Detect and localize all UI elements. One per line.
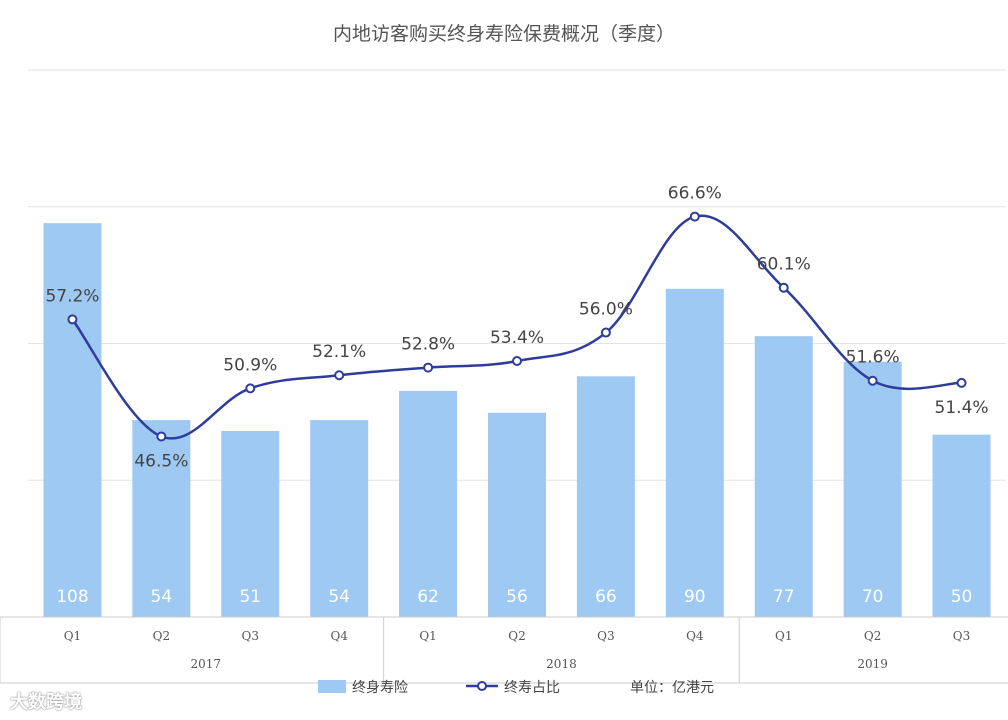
line-point [778, 282, 789, 293]
line-value-label: 60.1% [757, 255, 811, 275]
quarter-tick-label: Q3 [242, 629, 259, 643]
bar-series [43, 223, 991, 617]
line-value-label: 52.1% [312, 342, 366, 362]
legend-bar-label: 终身寿险 [352, 679, 408, 696]
bar [399, 390, 458, 617]
line-value-label: 57.2% [45, 286, 99, 306]
line-point [156, 431, 167, 442]
quarter-tick-label: Q4 [686, 629, 704, 643]
legend: 终身寿险 终寿占比 单位：亿港元 [318, 679, 714, 696]
quarter-tick-label: Q3 [597, 629, 614, 643]
line-point [689, 211, 700, 222]
line-value-label: 66.6% [668, 184, 722, 204]
quarter-tick-label: Q2 [864, 629, 881, 643]
line-value-label: 56.0% [579, 300, 633, 320]
x-axis: Q1 Q2 Q3 Q4 Q1 Q2 Q3 Q4 Q1 Q2 Q3 2017 2018 2019 [0, 616, 1008, 684]
bar [576, 376, 635, 617]
line-value-label: 50.9% [223, 355, 277, 375]
bar [932, 434, 991, 617]
line-point [334, 370, 345, 381]
line-value-label: 53.4% [490, 328, 544, 348]
bar-value-label: 56 [506, 587, 528, 607]
bar-value-label: 108 [56, 587, 88, 607]
bar-value-label: 50 [951, 587, 973, 607]
line-value-label: 51.6% [846, 348, 900, 368]
bar-value-label: 54 [151, 587, 173, 607]
bar [310, 420, 369, 617]
bar-value-label: 77 [773, 587, 795, 607]
quarter-tick-label: Q1 [419, 629, 436, 643]
line-point [67, 314, 78, 325]
line-series [67, 211, 967, 442]
line-point [245, 383, 256, 394]
bar-value-labels: 108 54 51 54 62 56 66 90 77 70 50 [56, 587, 972, 607]
legend-bar-swatch [318, 680, 346, 693]
line-value-label: 46.5% [134, 451, 188, 471]
watermark: 大数跨境 [10, 692, 82, 713]
quarter-tick-label: Q2 [508, 629, 525, 643]
bar [843, 361, 902, 617]
quarter-tick-label: Q1 [64, 629, 81, 643]
legend-line-marker [477, 681, 487, 691]
bar-value-label: 54 [328, 587, 350, 607]
line-value-labels: 57.2% 46.5% 50.9% 52.1% 52.8% 53.4% 56.0% 66.6%… [45, 184, 988, 472]
line-point [867, 375, 878, 386]
line-value-label: 52.8% [401, 335, 455, 355]
year-tick-label: 2018 [546, 657, 577, 671]
legend-line-label: 终寿占比 [504, 679, 560, 696]
quarter-tick-label: Q4 [330, 629, 348, 643]
bar [665, 288, 724, 617]
bar [221, 431, 280, 617]
bar [488, 412, 546, 617]
line-point [423, 362, 434, 373]
unit-label: 单位：亿港元 [630, 680, 714, 696]
bar-value-label: 66 [595, 587, 617, 607]
bar [43, 223, 102, 617]
year-tick-label: 2017 [191, 657, 222, 671]
line-point [600, 327, 611, 338]
quarter-tick-label: Q2 [153, 629, 170, 643]
bar-value-label: 70 [862, 587, 884, 607]
bar-value-label: 90 [684, 587, 706, 607]
line-point [512, 356, 522, 367]
bar [754, 336, 813, 617]
chart-title: 内地访客购买终身寿险保费概况（季度） [333, 23, 675, 45]
line-point [956, 377, 967, 388]
quarter-tick-label: Q3 [953, 629, 970, 643]
bar-value-label: 62 [417, 587, 439, 607]
line-value-label: 51.4% [935, 398, 989, 418]
quarter-tick-label: Q1 [775, 629, 792, 643]
year-tick-label: 2019 [857, 657, 888, 671]
bar-value-label: 51 [239, 587, 261, 607]
bar [132, 420, 191, 617]
